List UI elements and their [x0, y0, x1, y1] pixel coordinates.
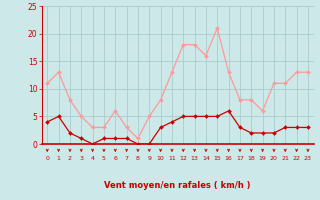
X-axis label: Vent moyen/en rafales ( km/h ): Vent moyen/en rafales ( km/h )	[104, 181, 251, 190]
